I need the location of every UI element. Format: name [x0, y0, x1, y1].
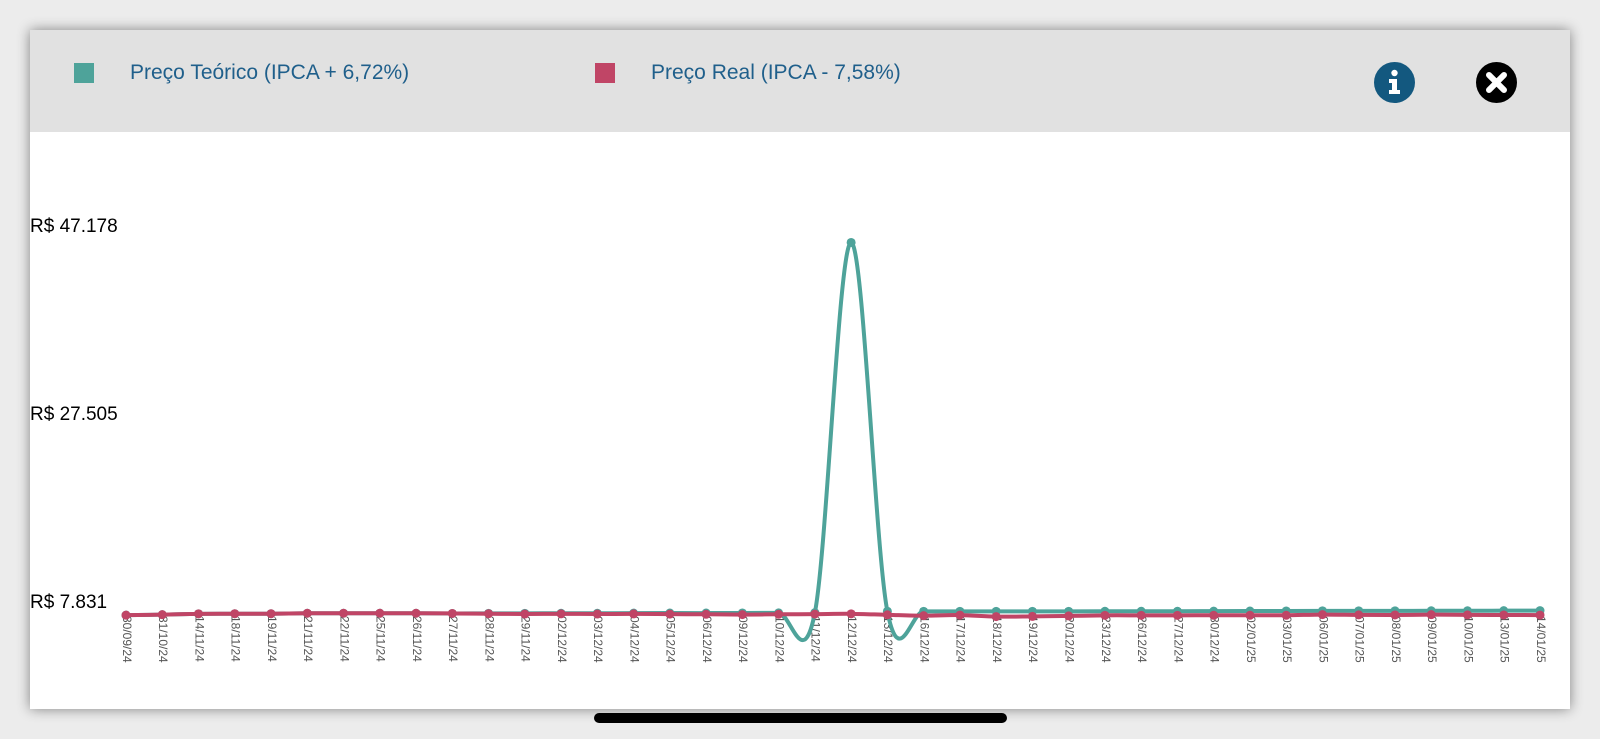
series-1-point-30	[1209, 610, 1219, 620]
legend-label-teorico: Preço Teórico (IPCA + 6,72%)	[130, 61, 410, 84]
series-1-point-0	[121, 610, 131, 620]
home-indicator[interactable]	[594, 713, 1007, 723]
chart-header: Preço Teórico (IPCA + 6,72%) Preço Real …	[30, 30, 1570, 132]
series-1-point-20	[846, 609, 856, 619]
x-tick-label-14: 04/12/24	[627, 616, 641, 663]
x-tick-label-3: 18/11/24	[229, 616, 243, 662]
series-1-point-13	[592, 609, 602, 619]
x-tick-label-10: 28/11/24	[482, 616, 496, 662]
series-1-point-23	[955, 610, 965, 620]
x-tick-label-35: 08/01/25	[1389, 616, 1403, 663]
x-tick-label-15: 05/12/24	[664, 616, 678, 663]
x-tick-label-8: 26/11/24	[410, 616, 424, 662]
x-tick-label-9: 27/11/24	[446, 616, 460, 662]
legend-item-real[interactable]: Preço Real (IPCA - 7,58%)	[595, 60, 901, 86]
series-1-point-24	[991, 612, 1001, 622]
x-tick-label-36: 09/01/25	[1425, 616, 1439, 663]
x-tick-label-18: 10/12/24	[772, 616, 786, 663]
series-1-point-32	[1281, 610, 1291, 620]
series-1-point-39	[1535, 610, 1545, 620]
series-1-point-5	[302, 608, 312, 618]
x-tick-label-38: 13/01/25	[1498, 616, 1512, 663]
x-tick-label-13: 03/12/24	[591, 616, 605, 663]
y-tick-label-0: R$ 7.831	[30, 592, 107, 613]
x-tick-label-25: 19/12/24	[1026, 616, 1040, 663]
x-tick-label-0: 30/09/24	[120, 616, 134, 663]
x-tick-label-23: 17/12/24	[954, 616, 968, 663]
legend-swatch-teorico	[74, 63, 94, 83]
x-tick-label-24: 18/12/24	[990, 616, 1004, 663]
x-tick-label-17: 09/12/24	[736, 616, 750, 663]
series-1-point-14	[629, 609, 639, 619]
x-tick-label-22: 16/12/24	[917, 616, 931, 663]
x-tick-label-7: 25/11/24	[374, 616, 388, 662]
series-1-point-27	[1100, 610, 1110, 620]
series-1-point-26	[1064, 611, 1074, 621]
y-tick-label-1: R$ 27.505	[30, 404, 118, 425]
series-1-point-3	[230, 609, 240, 619]
series-1-point-17	[737, 610, 747, 620]
series-1-point-22	[919, 611, 929, 621]
series-1-point-15	[665, 609, 675, 619]
series-1-point-29	[1172, 610, 1182, 620]
info-icon[interactable]	[1374, 62, 1415, 103]
x-tick-label-11: 29/11/24	[519, 616, 533, 662]
x-tick-label-33: 06/01/25	[1316, 616, 1330, 663]
x-tick-label-27: 23/12/24	[1099, 616, 1113, 663]
x-tick-label-31: 02/01/25	[1244, 616, 1258, 663]
series-1-point-25	[1027, 611, 1037, 621]
series-1-point-12	[556, 609, 566, 619]
x-tick-label-16: 06/12/24	[700, 616, 714, 663]
series-line-0	[124, 240, 1542, 643]
series-1-point-2	[194, 609, 204, 619]
x-tick-label-37: 10/01/25	[1461, 616, 1475, 663]
series-1-point-21	[882, 610, 892, 620]
series-1-point-1	[157, 610, 167, 620]
x-tick-label-20: 12/12/24	[845, 616, 859, 663]
x-tick-label-12: 02/12/24	[555, 616, 569, 663]
x-tick-label-30: 30/12/24	[1208, 616, 1222, 663]
series-1-point-35	[1390, 610, 1400, 620]
x-tick-label-32: 03/01/25	[1280, 616, 1294, 663]
y-tick-label-2: R$ 47.178	[30, 216, 118, 237]
series-1-point-10	[484, 609, 494, 619]
line-chart: R$ 7.831 R$ 27.505 R$ 47.178 30/09/24 31/10/…	[30, 216, 1548, 663]
series-1-point-28	[1136, 610, 1146, 620]
chart-modal: Preço Teórico (IPCA + 6,72%) Preço Real …	[30, 30, 1570, 709]
x-tick-label-34: 07/01/25	[1353, 616, 1367, 663]
x-tick-label-26: 20/12/24	[1062, 616, 1076, 663]
x-tick-label-28: 26/12/24	[1135, 616, 1149, 663]
series-0-point-20	[846, 237, 856, 247]
series-1-point-33	[1317, 610, 1327, 620]
series-line-1	[124, 611, 1542, 619]
series-1-point-8	[411, 608, 421, 618]
series-1-point-38	[1499, 610, 1509, 620]
x-tick-label-39: 14/01/25	[1534, 616, 1548, 663]
series-1-point-18	[774, 609, 784, 619]
series-1-point-34	[1354, 610, 1364, 620]
legend-label-real: Preço Real (IPCA - 7,58%)	[651, 61, 901, 84]
series-1-point-11	[520, 609, 530, 619]
x-tick-label-29: 27/12/24	[1171, 616, 1185, 663]
series-1-point-37	[1462, 610, 1472, 620]
series-1-point-31	[1245, 610, 1255, 620]
x-tick-label-1: 31/10/24	[156, 616, 170, 663]
x-tick-label-4: 19/11/24	[265, 616, 279, 662]
series-1-point-4	[266, 609, 276, 619]
x-tick-label-6: 22/11/24	[337, 616, 351, 662]
series-1-point-16	[701, 609, 711, 619]
x-tick-label-5: 21/11/24	[301, 616, 315, 662]
legend-item-teorico[interactable]: Preço Teórico (IPCA + 6,72%)	[74, 60, 409, 86]
series-1-point-6	[339, 608, 349, 618]
legend-swatch-real	[595, 63, 615, 83]
series-1-point-19	[810, 609, 820, 619]
series-1-point-7	[375, 608, 385, 618]
series-1-point-36	[1426, 610, 1436, 620]
close-icon[interactable]	[1476, 62, 1517, 103]
series-1-point-9	[447, 608, 457, 618]
x-tick-label-2: 14/11/24	[192, 616, 206, 662]
